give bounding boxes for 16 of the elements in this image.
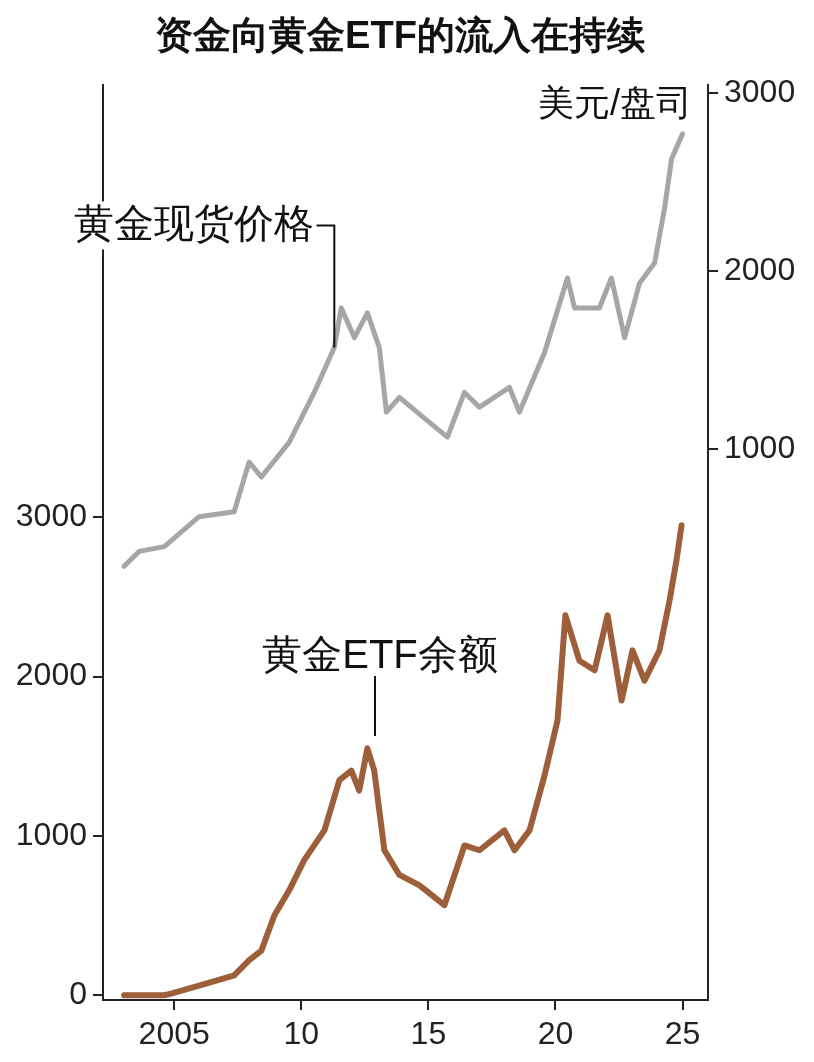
- y-tick-label: 2000: [724, 250, 796, 287]
- y2-tick-label: 1000: [15, 815, 87, 852]
- x-tick-label: 25: [664, 1015, 701, 1052]
- y-tick-label: 3000: [724, 72, 796, 109]
- x-tick-label: 2005: [138, 1015, 210, 1052]
- x-tick-label: 10: [283, 1015, 320, 1052]
- x-tick-label: 20: [537, 1015, 574, 1052]
- y-axis-title: 美元/盘司: [537, 82, 692, 123]
- y2-tick-label: 2000: [15, 656, 87, 693]
- chart-title: 资金向黄金ETF的流入在持续: [155, 14, 645, 56]
- annotation: 黄金ETF余额: [262, 632, 498, 676]
- x-tick-label: 15: [410, 1015, 447, 1052]
- y2-tick-label: 0: [69, 975, 87, 1012]
- y-tick-label: 1000: [724, 428, 796, 465]
- y2-tick-label: 3000: [15, 497, 87, 534]
- annotation: 黄金现货价格: [74, 200, 315, 245]
